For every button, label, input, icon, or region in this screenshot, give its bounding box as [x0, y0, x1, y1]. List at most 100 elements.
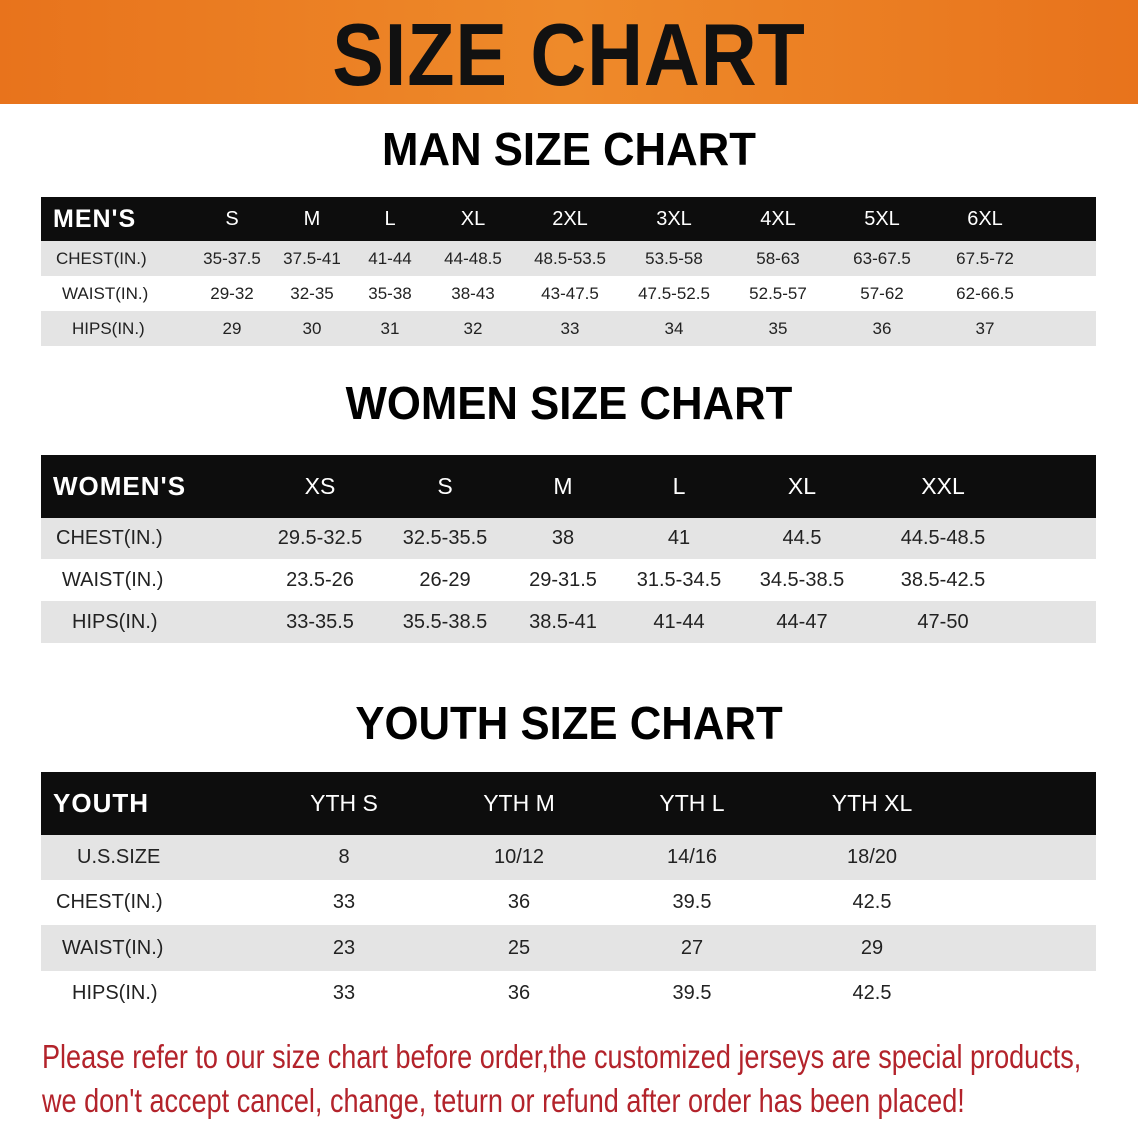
table-cell: 27 [680, 936, 704, 959]
row-label: HIPS(IN.) [72, 318, 145, 338]
notice-line-1: Please refer to our size chart before or… [42, 1038, 1082, 1075]
table-row: WAIST(IN.) 23.5-26 26-29 29-31.5 31.5-34.5 34… [41, 559, 1096, 601]
size-header-cell: XL [460, 207, 486, 230]
men-section-title: MAN SIZE CHART [382, 123, 756, 175]
table-cell: 42.5 [852, 982, 892, 1004]
row-label: CHEST(IN.) [56, 527, 163, 549]
women-header-label: WOMEN'S [53, 471, 187, 501]
table-cell: 48.5-53.5 [534, 248, 606, 268]
table-cell: 36 [872, 318, 892, 338]
size-header-cell: YTH M [483, 790, 555, 816]
table-cell: 58-63 [756, 248, 800, 268]
table-row: CHEST(IN.) 33 36 39.5 42.5 [41, 880, 1096, 925]
table-cell: 38.5-42.5 [900, 568, 986, 591]
table-cell: 29-31.5 [529, 568, 597, 591]
size-header-cell: L [384, 207, 396, 230]
row-label: WAIST(IN.) [62, 936, 164, 959]
table-row: HIPS(IN.) 29 30 31 32 33 34 35 36 37 [41, 311, 1096, 346]
table-cell: 44.5-48.5 [900, 527, 986, 549]
size-header-cell: YTH S [310, 790, 378, 816]
table-cell: 36 [507, 891, 531, 913]
table-cell: 53.5-58 [645, 248, 703, 268]
table-cell: 39.5 [672, 982, 712, 1004]
table-cell: 34.5-38.5 [759, 568, 845, 591]
table-cell: 23 [332, 936, 356, 959]
women-table-header: WOMEN'S XS S M L XL XXL [41, 455, 1096, 518]
youth-header-label: YOUTH [53, 788, 149, 818]
table-cell: 29 [860, 936, 884, 959]
table-row: HIPS(IN.) 33-35.5 35.5-38.5 38.5-41 41-44 44-… [41, 601, 1096, 643]
table-cell: 35-37.5 [203, 248, 261, 268]
table-cell: 44-47 [776, 610, 828, 633]
table-cell: 35 [768, 318, 788, 338]
table-cell: 32-35 [290, 284, 334, 303]
table-cell: 38.5-41 [529, 610, 597, 633]
table-row: WAIST(IN.) 23 25 27 29 [41, 925, 1096, 971]
youth-section-title: YOUTH SIZE CHART [355, 697, 783, 749]
table-cell: 10/12 [493, 846, 545, 868]
notice-line-2: we don't accept cancel, change, teturn o… [42, 1082, 965, 1119]
size-header-cell: XL [787, 473, 817, 499]
women-section-title: WOMEN SIZE CHART [345, 377, 793, 429]
table-cell: 33 [560, 318, 580, 338]
table-cell: 47-50 [917, 610, 969, 633]
table-cell: 29-32 [210, 284, 254, 303]
table-cell: 32 [463, 318, 483, 338]
size-header-cell: 4XL [760, 207, 796, 230]
size-header-cell: YTH L [659, 790, 725, 816]
row-label: WAIST(IN.) [62, 568, 164, 591]
women-size-table: WOMEN'S XS S M L XL XXL CHEST(IN.) 29.5-32.5 32.5… [41, 455, 1096, 644]
row-label: HIPS(IN.) [72, 610, 158, 633]
men-header-label: MEN'S [53, 204, 137, 233]
table-cell: 44.5 [782, 527, 822, 549]
youth-size-table: YOUTH YTH S YTH M YTH L YTH XL U.S.SIZE 8 10/12… [41, 772, 1096, 1016]
size-header-cell: M [553, 473, 573, 499]
table-cell: 38-43 [451, 284, 495, 303]
table-cell: 31.5-34.5 [636, 568, 722, 591]
size-header-cell: XS [304, 473, 336, 499]
men-table-header: MEN'S S M L XL 2XL 3XL 4XL 5XL 6XL [41, 197, 1096, 241]
table-row: WAIST(IN.) 29-32 32-35 35-38 38-43 43-47.5 47.… [41, 277, 1096, 311]
table-cell: 23.5-26 [286, 568, 354, 591]
table-row: U.S.SIZE 8 10/12 14/16 18/20 [41, 835, 1096, 880]
banner: SIZE CHART [0, 0, 1138, 104]
table-cell: 67.5-72 [956, 248, 1014, 268]
size-header-cell: M [303, 207, 321, 230]
youth-table-header: YOUTH YTH S YTH M YTH L YTH XL [41, 772, 1096, 835]
table-cell: 26-29 [419, 568, 471, 591]
table-cell: 31 [380, 318, 400, 338]
table-cell: 41-44 [368, 248, 412, 268]
table-cell: 47.5-52.5 [638, 284, 710, 303]
table-cell: 42.5 [852, 891, 892, 913]
table-row: CHEST(IN.) 35-37.5 37.5-41 41-44 44-48.5 48.5… [41, 241, 1096, 276]
size-header-cell: L [672, 473, 686, 499]
size-header-cell: S [437, 473, 453, 499]
table-cell: 29.5-32.5 [277, 527, 363, 549]
size-header-cell: 2XL [552, 207, 588, 230]
row-label: HIPS(IN.) [72, 982, 158, 1004]
size-header-cell: S [225, 207, 239, 230]
size-header-cell: 5XL [864, 207, 900, 230]
table-cell: 25 [507, 936, 531, 959]
table-cell: 33 [332, 891, 356, 913]
table-cell: 39.5 [672, 891, 712, 913]
row-label: U.S.SIZE [77, 846, 161, 868]
table-cell: 37.5-41 [283, 248, 341, 268]
table-cell: 30 [302, 318, 322, 338]
table-cell: 62-66.5 [956, 284, 1014, 303]
size-header-cell: XXL [921, 473, 965, 499]
table-cell: 29 [222, 318, 242, 338]
table-cell: 18/20 [846, 846, 898, 868]
table-cell: 57-62 [860, 284, 904, 303]
table-cell: 8 [338, 846, 350, 868]
table-cell: 14/16 [666, 846, 718, 868]
size-header-cell: YTH XL [831, 790, 913, 816]
row-label: CHEST(IN.) [56, 891, 163, 913]
table-cell: 34 [664, 318, 684, 338]
men-size-table: MEN'S S M L XL 2XL 3XL 4XL 5XL 6XL CHEST(IN.) 35-37… [41, 197, 1096, 346]
table-cell: 36 [507, 982, 531, 1004]
size-header-cell: 6XL [967, 207, 1003, 230]
table-cell: 32.5-35.5 [402, 527, 488, 549]
table-cell: 43-47.5 [541, 284, 599, 303]
table-cell: 35-38 [368, 284, 412, 303]
